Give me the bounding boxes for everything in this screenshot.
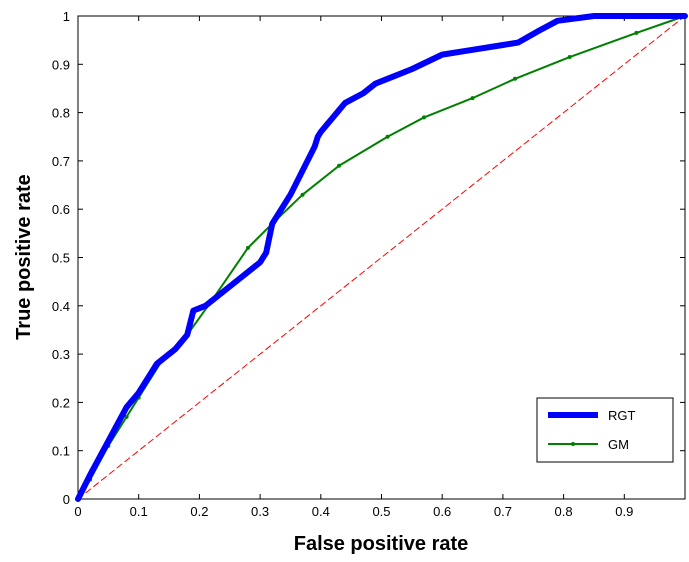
data-point-gm <box>513 76 518 81</box>
y-tick-label: 0.1 <box>52 444 70 459</box>
y-tick-label: 1 <box>63 9 70 24</box>
data-point-gm <box>567 55 572 60</box>
y-tick-label: 0.7 <box>52 154 70 169</box>
x-tick-label: 0.1 <box>130 504 148 519</box>
x-tick-label: 0.2 <box>190 504 208 519</box>
y-tick-label: 0 <box>63 492 70 507</box>
chance-diagonal-line <box>77 15 686 500</box>
legend-label-gm: GM <box>608 437 629 452</box>
data-point-gm <box>470 96 475 101</box>
data-point-gm <box>421 115 426 120</box>
data-point-gm <box>300 192 305 197</box>
data-point-gm <box>124 414 129 419</box>
y-tick-label: 0.8 <box>52 106 70 121</box>
y-tick-label: 0.3 <box>52 347 70 362</box>
x-tick-label: 0 <box>74 504 81 519</box>
y-tick-label: 0.4 <box>52 299 70 314</box>
x-tick-label: 0.7 <box>494 504 512 519</box>
series-line-rgt <box>75 13 688 502</box>
data-point-gm <box>385 134 390 139</box>
legend-label-rgt: RGT <box>608 408 636 423</box>
y-tick-label: 0.2 <box>52 395 70 410</box>
legend-box <box>536 397 674 463</box>
y-axis-label: True positive rate <box>13 174 35 340</box>
data-point-gm <box>337 163 342 168</box>
y-tick-label: 0.5 <box>52 251 70 266</box>
legend: RGT GM <box>536 397 674 463</box>
data-point-gm <box>634 30 639 35</box>
x-axis-label: False positive rate <box>294 533 469 555</box>
x-tick-label: 0.6 <box>433 504 451 519</box>
legend-marker-gm <box>571 442 575 446</box>
series-layer <box>75 13 688 502</box>
y-tick-label: 0.9 <box>52 57 70 72</box>
x-tick-label: 0.9 <box>615 504 633 519</box>
axis-ticks: 0 0.1 0.2 0.3 0.4 0.5 0.6 0.7 0.8 0.9 0 0.1 0.2 0.3 0.… <box>52 9 685 519</box>
x-tick-label: 0.4 <box>312 504 330 519</box>
y-tick-label: 0.6 <box>52 202 70 217</box>
data-point-gm <box>245 245 250 250</box>
x-tick-label: 0.8 <box>555 504 573 519</box>
x-tick-label: 0.3 <box>251 504 269 519</box>
x-tick-label: 0.5 <box>372 504 390 519</box>
